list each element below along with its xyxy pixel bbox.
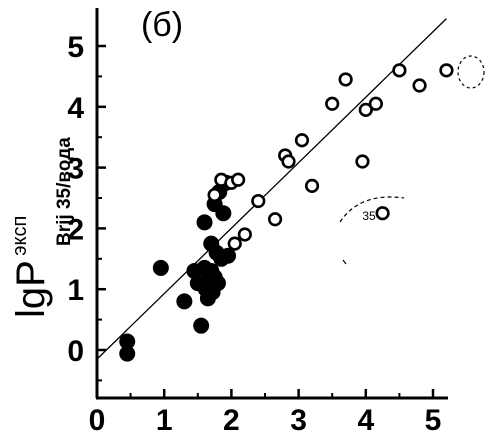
open-data-point: [325, 96, 340, 111]
open-data-point: [237, 227, 252, 242]
open-data-point: [412, 78, 427, 93]
open-data-point: [368, 96, 383, 111]
annotation-label: 35: [362, 209, 376, 223]
y-tick-label: 4: [67, 92, 84, 125]
y-tick-label: 5: [67, 31, 84, 64]
x-tick-label: 3: [290, 404, 307, 433]
y-axis-label-sub: Brij 35/вода: [54, 137, 75, 246]
open-data-point: [251, 193, 266, 209]
y-tick-label: 0: [67, 335, 84, 368]
filled-data-point: [220, 247, 237, 264]
open-data-point: [355, 154, 370, 169]
svg-text:lgP эксп: lgP эксп: [9, 216, 53, 318]
annotation-group: 35: [339, 196, 405, 265]
x-tick-label: 4: [357, 404, 374, 433]
trendline-group: [96, 18, 447, 360]
open-data-point: [375, 206, 390, 221]
y-axis-label: lgP эксп Brij 35/вода: [9, 137, 75, 318]
open-data-point: [304, 178, 320, 193]
filled-data-point: [196, 214, 213, 231]
panel-label: (б): [141, 6, 183, 44]
open-data-point: [231, 172, 246, 187]
open-data-point: [207, 187, 222, 203]
x-tick-label: 2: [223, 404, 240, 433]
open-data-point: [338, 72, 353, 87]
y-tick-label: 3: [67, 153, 84, 186]
filled-data-point: [209, 275, 226, 292]
filled-data-point: [193, 317, 210, 334]
annotation-arc: [339, 196, 405, 223]
filled-data-point: [119, 345, 136, 362]
y-axis-label-main: lgP: [9, 260, 53, 318]
filled-data-point: [176, 293, 193, 310]
data-points: [119, 63, 454, 362]
ticks: 0 1 2 3 4 5 0 1 2 3 4 5: [67, 31, 441, 433]
open-data-point: [227, 236, 242, 251]
open-data-point: [358, 102, 373, 117]
filled-data-point: [152, 259, 169, 276]
y-tick-label: 2: [67, 213, 84, 246]
y-tick-label: 1: [67, 274, 84, 307]
outlier-dashed-ring: [457, 55, 485, 89]
x-tick-label: 1: [156, 404, 173, 433]
filled-data-point: [215, 205, 232, 222]
open-data-point: [294, 133, 310, 148]
annotation-tick: [342, 259, 347, 265]
open-data-point: [392, 63, 407, 78]
x-tick-label: 0: [89, 404, 106, 433]
y-axis-label-super: эксп: [9, 216, 31, 256]
open-data-point: [267, 212, 283, 227]
axes: [95, 8, 448, 400]
x-tick-label: 5: [425, 404, 442, 433]
open-data-point: [281, 154, 296, 169]
open-data-point: [439, 63, 454, 78]
trendline: [96, 18, 447, 360]
